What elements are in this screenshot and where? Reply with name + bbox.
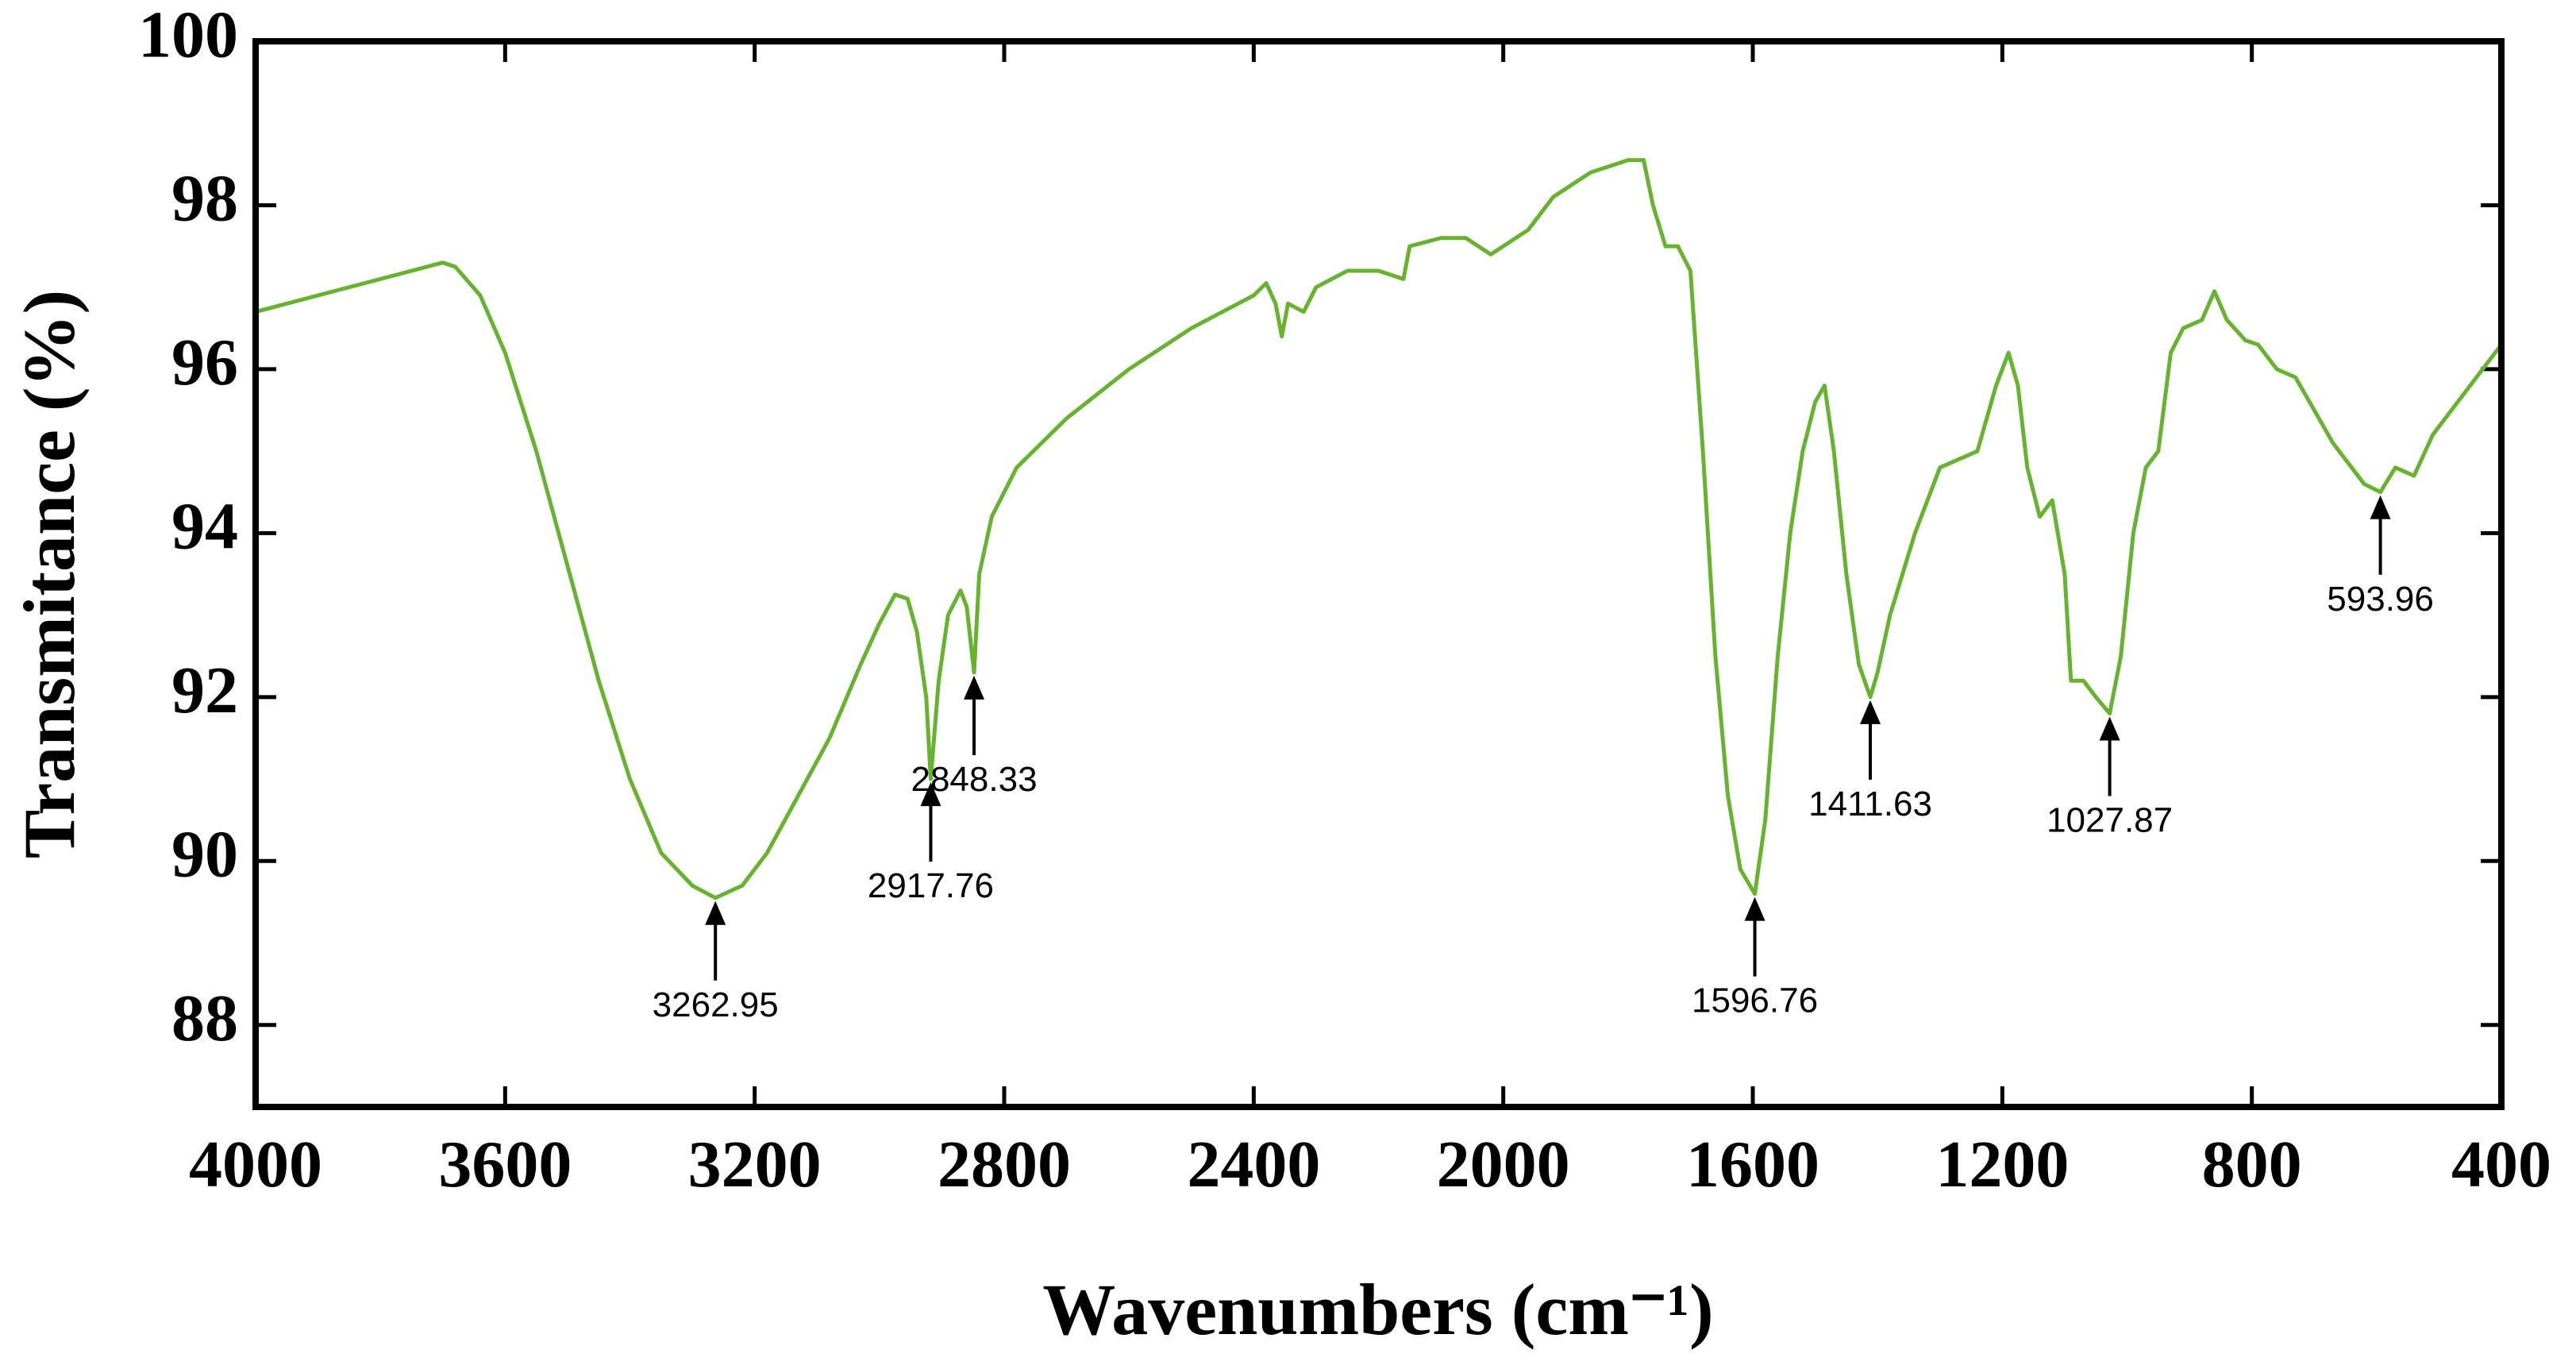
annotation-label: 1411.63 — [1808, 785, 1932, 823]
annotation-arrow-head — [964, 675, 985, 700]
annotation-label: 593.96 — [2327, 580, 2434, 619]
x-tick-label: 3200 — [688, 1128, 822, 1201]
annotation-arrow-head — [1860, 700, 1881, 724]
x-tick-label: 1200 — [1935, 1128, 2069, 1201]
x-tick-label: 2000 — [1437, 1128, 1570, 1201]
x-tick-label: 400 — [2451, 1128, 2551, 1201]
annotation-arrow-head — [705, 900, 726, 925]
x-tick-label: 4000 — [189, 1128, 322, 1201]
y-tick-label: 92 — [171, 654, 238, 727]
y-tick-label: 96 — [171, 326, 238, 399]
annotation-arrow-head — [920, 782, 941, 807]
plot-frame — [252, 38, 2505, 1110]
x-axis-title: Wavenumbers (cm⁻¹) — [1042, 1269, 1713, 1350]
annotation-arrow-head — [2370, 495, 2391, 519]
annotation-label: 2848.33 — [911, 760, 1037, 799]
y-tick-label: 90 — [171, 818, 238, 892]
y-axis-title: Transmitance (%) — [9, 290, 90, 858]
annotation-label: 2917.76 — [868, 866, 994, 905]
y-tick-label: 98 — [171, 162, 238, 236]
x-tick-label: 2400 — [1187, 1128, 1320, 1201]
annotation-label: 3262.95 — [653, 985, 779, 1024]
y-tick-label: 100 — [138, 0, 238, 71]
y-tick-label: 94 — [171, 490, 238, 564]
x-tick-label: 2800 — [938, 1128, 1071, 1201]
x-tick-label: 800 — [2202, 1128, 2302, 1201]
annotation-label: 1027.87 — [2047, 800, 2173, 839]
annotation-arrow-head — [1744, 897, 1765, 921]
x-tick-label: 1600 — [1686, 1128, 1819, 1201]
annotation-label: 1596.76 — [1692, 981, 1818, 1020]
x-tick-label: 3600 — [438, 1128, 572, 1201]
annotation-arrow-head — [2099, 716, 2120, 741]
y-tick-label: 88 — [171, 981, 238, 1055]
spectrum-line — [255, 158, 2503, 900]
